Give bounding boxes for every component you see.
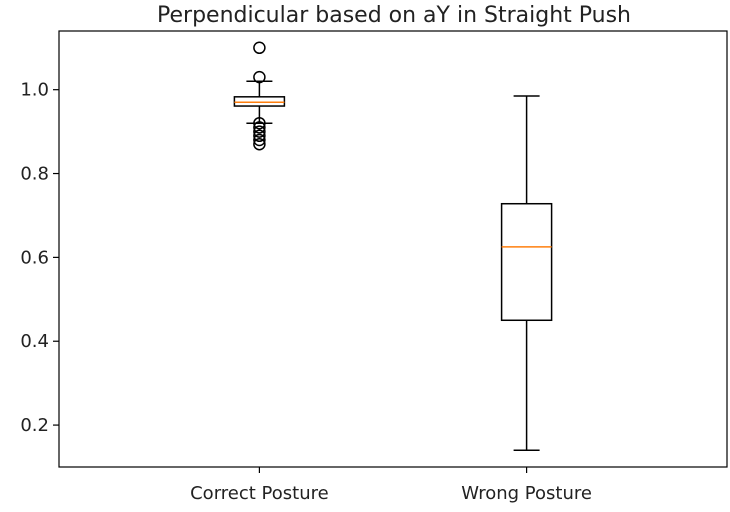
y-tick-label: 1.0 xyxy=(20,80,49,101)
y-tick-label: 0.4 xyxy=(20,331,49,352)
x-tick-label: Wrong Posture xyxy=(461,483,592,504)
chart-title: Perpendicular based on aY in Straight Pu… xyxy=(157,3,631,28)
outlier-point xyxy=(254,42,265,53)
y-tick-label: 0.6 xyxy=(20,247,49,268)
y-tick-label: 0.8 xyxy=(20,164,49,185)
box-iqr xyxy=(502,204,552,321)
box-correct-posture xyxy=(234,42,284,149)
x-axis: Correct Posture Wrong Posture xyxy=(190,467,592,504)
box-series xyxy=(234,42,551,450)
plot-area-frame xyxy=(59,31,727,467)
y-axis: 0.2 0.4 0.6 0.8 1.0 xyxy=(20,80,59,436)
box-wrong-posture xyxy=(502,96,552,450)
x-tick-label: Correct Posture xyxy=(190,483,329,504)
box-iqr xyxy=(234,97,284,106)
y-tick-label: 0.2 xyxy=(20,415,49,436)
